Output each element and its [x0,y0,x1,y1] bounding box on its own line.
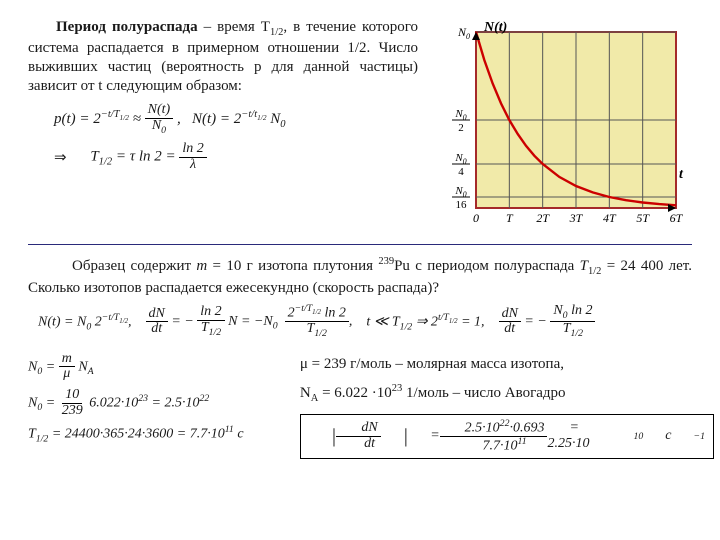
svg-text:N0: N0 [454,152,466,166]
svg-text:16: 16 [456,199,468,211]
problem-statement: Образец содержит m = 10 г изотопа плутон… [28,255,692,298]
svg-text:4: 4 [458,166,464,178]
left-calculations: N0 = mμ NA N0 = 10239 6.022·1023 = 2.5·1… [28,346,260,470]
svg-text:N0: N0 [454,185,466,199]
svg-text:0: 0 [473,211,479,225]
intro-bold: Период полураспада [56,19,198,35]
svg-text:5T: 5T [636,211,650,225]
divider [28,244,692,245]
derivation-row: N(t) = N0 2−t/T1/2, dNdt = − ln 2T1/2 N … [38,304,692,339]
svg-text:N0: N0 [454,108,466,122]
svg-text:N(t): N(t) [483,20,507,35]
formula-block-1: p(t) = 2−t/T1/2 ≈ N(t)N0 , N(t) = 2−t/t1… [28,103,418,172]
boxed-result: |dNdt| = 2.5·1022·0.6937.7·1011 = 2.25·1… [300,414,714,460]
note-molar-mass: μ = 239 г/моль – молярная масса изотопа, [278,356,692,373]
svg-text:4T: 4T [603,211,617,225]
svg-text:N0: N0 [457,25,470,41]
decay-curve-svg: 0T2T3T4T5T6TN0N02N04N016N(t)t [434,18,692,236]
svg-text:6T: 6T [670,211,684,225]
svg-text:t: t [679,167,684,182]
svg-text:3T: 3T [569,211,584,225]
svg-text:2: 2 [458,122,464,134]
right-notes: μ = 239 г/моль – молярная масса изотопа,… [278,346,692,470]
svg-text:2T: 2T [536,211,550,225]
note-avogadro: NA = 6.022 ·1023 1/моль – число Авогадро [278,383,692,404]
svg-text:T: T [506,211,514,225]
decay-chart: 0T2T3T4T5T6TN0N02N04N016N(t)t [434,18,692,236]
intro-paragraph: Период полураспада – время T1/2, в течен… [28,18,418,95]
